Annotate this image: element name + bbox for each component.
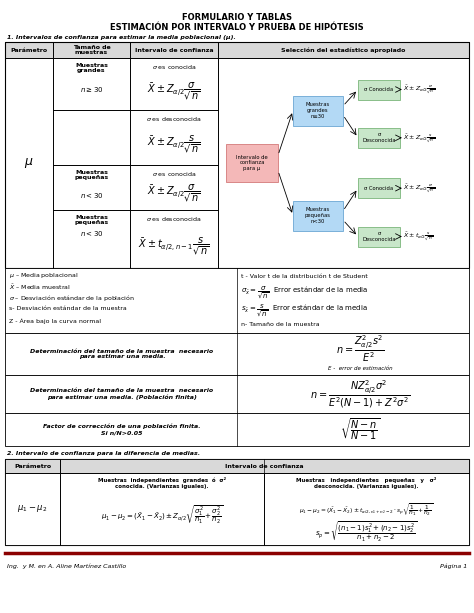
Bar <box>5 268 469 333</box>
Bar <box>53 110 130 165</box>
Bar <box>5 333 469 375</box>
Text: ESTIMACIÓN POR INTERVALO Y PRUEBA DE HIPÓTESIS: ESTIMACIÓN POR INTERVALO Y PRUEBA DE HIP… <box>110 23 364 32</box>
Text: $\bar{X} \pm Z_{\alpha/2}\frac{\sigma}{\sqrt{n}}$: $\bar{X} \pm Z_{\alpha/2}\frac{\sigma}{\… <box>403 83 435 96</box>
Bar <box>130 210 218 268</box>
Bar <box>60 459 469 473</box>
Bar <box>5 413 469 446</box>
Text: Tamaño de
muestras: Tamaño de muestras <box>73 45 110 55</box>
Text: $\mu_1 - \mu_2$: $\mu_1 - \mu_2$ <box>18 503 47 514</box>
Text: Ing.  y M. en A. Aline Martínez Castillo: Ing. y M. en A. Aline Martínez Castillo <box>7 563 126 569</box>
Text: s- Desviación estándar de la muestra: s- Desviación estándar de la muestra <box>9 306 127 311</box>
Text: $\sigma$ es conocida: $\sigma$ es conocida <box>152 170 196 178</box>
Text: $s_{\bar{x}} = \dfrac{s}{\sqrt{n}}$  Error estándar de la media: $s_{\bar{x}} = \dfrac{s}{\sqrt{n}}$ Erro… <box>241 303 368 319</box>
Text: $\bar{X} \pm t_{\alpha/2, n-1} \dfrac{s}{\sqrt{n}}$: $\bar{X} \pm t_{\alpha/2, n-1} \dfrac{s}… <box>138 235 210 257</box>
Bar <box>218 58 469 268</box>
Text: σ
Desconocida: σ Desconocida <box>362 132 396 143</box>
Text: Intervalo de confianza: Intervalo de confianza <box>135 47 213 53</box>
Text: t - Valor t de la distribución t de Student: t - Valor t de la distribución t de Stud… <box>241 273 368 278</box>
Bar <box>130 42 218 58</box>
Bar <box>5 375 469 413</box>
Text: $\mu$ – Media poblacional: $\mu$ – Media poblacional <box>9 272 78 281</box>
Text: $s_p = \sqrt{\dfrac{(n_1-1)s_1^2 + (n_2-1)s_2^2}{n_1+n_2-2}}$: $s_p = \sqrt{\dfrac{(n_1-1)s_1^2 + (n_2-… <box>315 519 418 543</box>
Text: Z - Área bajo la curva normal: Z - Área bajo la curva normal <box>9 318 101 324</box>
Text: Selección del estadístico apropiado: Selección del estadístico apropiado <box>281 47 406 53</box>
Text: Muestras
pequeñas: Muestras pequeñas <box>74 215 109 226</box>
Text: $\mu$: $\mu$ <box>24 156 34 170</box>
Text: σ
Desconocida: σ Desconocida <box>362 231 396 242</box>
Bar <box>226 144 278 182</box>
Text: Página 1: Página 1 <box>440 563 467 569</box>
Text: $\mu_1 - \mu_2 = (\bar{X}_1 - \bar{X}_2) \pm Z_{\alpha/2}\sqrt{\dfrac{\sigma_1^2: $\mu_1 - \mu_2 = (\bar{X}_1 - \bar{X}_2)… <box>100 504 223 526</box>
Text: Muestras   independientes   pequeñas   y   σ²
desconocida. (Varianzas iguales).: Muestras independientes pequeñas y σ² de… <box>296 477 437 489</box>
Text: $\bar{X}$ – Media muestral: $\bar{X}$ – Media muestral <box>9 283 71 292</box>
Text: $\bar{X} \pm Z_{\alpha/2}\frac{\sigma}{\sqrt{n}}$: $\bar{X} \pm Z_{\alpha/2}\frac{\sigma}{\… <box>403 182 435 194</box>
Bar <box>130 165 218 210</box>
Bar <box>5 459 60 473</box>
Text: Determinación del tamaño de la muestra  necesario
para estimar una media.: Determinación del tamaño de la muestra n… <box>30 349 214 359</box>
Bar <box>130 58 218 110</box>
Text: $\sigma_{\bar{x}} = \dfrac{\sigma}{\sqrt{n}}$  Error estándar de la media: $\sigma_{\bar{x}} = \dfrac{\sigma}{\sqrt… <box>241 285 368 301</box>
Text: $\sigma$ es conocida: $\sigma$ es conocida <box>152 63 196 71</box>
Text: $\bar{X} \pm t_{\alpha/2}\frac{s}{\sqrt{n}}$: $\bar{X} \pm t_{\alpha/2}\frac{s}{\sqrt{… <box>403 230 433 242</box>
Text: 1. Intervalos de confianza para estimar la media poblacional (μ).: 1. Intervalos de confianza para estimar … <box>7 34 236 39</box>
Text: n- Tamaño de la muestra: n- Tamaño de la muestra <box>241 322 319 327</box>
Bar <box>218 42 469 58</box>
Bar <box>358 226 400 246</box>
Text: Parámetro: Parámetro <box>10 47 47 53</box>
Text: Muestras  independientes  grandes  ó  σ²
conocida. (Varianzas iguales).: Muestras independientes grandes ó σ² con… <box>98 477 226 489</box>
Text: Intervalo de confianza: Intervalo de confianza <box>225 463 304 468</box>
Bar <box>53 210 130 268</box>
Text: $n = \dfrac{Z_{\alpha/2}^{2} s^{2}}{E^{2}}$: $n = \dfrac{Z_{\alpha/2}^{2} s^{2}}{E^{2… <box>336 334 384 364</box>
Text: $\bar{X} \pm Z_{\alpha/2} \dfrac{s}{\sqrt{n}}$: $\bar{X} \pm Z_{\alpha/2} \dfrac{s}{\sqr… <box>147 133 201 155</box>
Bar <box>130 110 218 165</box>
Bar <box>5 42 53 58</box>
Text: E -  error de estimación: E - error de estimación <box>328 367 392 371</box>
Text: Parámetro: Parámetro <box>14 463 51 468</box>
Bar <box>264 473 469 545</box>
Text: $\sigma$ es desconocida: $\sigma$ es desconocida <box>146 215 202 223</box>
Text: $\sqrt{\dfrac{N-n}{N-1}}$: $\sqrt{\dfrac{N-n}{N-1}}$ <box>340 417 380 443</box>
Text: $\bar{X} \pm Z_{\alpha/2} \dfrac{\sigma}{\sqrt{n}}$: $\bar{X} \pm Z_{\alpha/2} \dfrac{\sigma}… <box>147 182 201 204</box>
Bar <box>293 200 343 230</box>
Text: Muestras
grandes
n≥30: Muestras grandes n≥30 <box>306 102 330 119</box>
Bar <box>53 58 130 110</box>
Text: 2. Intervalo de confianza para la diferencia de medias.: 2. Intervalo de confianza para la difere… <box>7 452 200 457</box>
Text: σ Conocida: σ Conocida <box>365 87 393 92</box>
Text: Intervalo de
confianza
para μ: Intervalo de confianza para μ <box>236 154 268 171</box>
Bar <box>53 165 130 210</box>
Text: σ Conocida: σ Conocida <box>365 186 393 191</box>
Bar <box>5 473 60 545</box>
Text: FORMULARIO Y TABLAS: FORMULARIO Y TABLAS <box>182 13 292 23</box>
Bar <box>358 128 400 148</box>
Text: Factor de corrección de una población finita.
Si n/N>0.05: Factor de corrección de una población fi… <box>43 424 201 435</box>
Bar <box>53 42 130 58</box>
Bar <box>5 42 469 268</box>
Text: $\mu_1 - \mu_2 = (\bar{X}_1 - \bar{X}_2) \pm t_{\alpha/2, n_1+n_2-2} \cdot s_p\s: $\mu_1 - \mu_2 = (\bar{X}_1 - \bar{X}_2)… <box>300 501 434 517</box>
Text: $n = \dfrac{NZ_{\alpha/2}^{2}\sigma^{2}}{E^{2}(N-1)+Z^{2}\sigma^{2}}$: $n = \dfrac{NZ_{\alpha/2}^{2}\sigma^{2}}… <box>310 378 410 409</box>
Text: $\bar{X} \pm Z_{\alpha/2} \dfrac{\sigma}{\sqrt{n}}$: $\bar{X} \pm Z_{\alpha/2} \dfrac{\sigma}… <box>147 80 201 102</box>
Text: Muestras
pequeñas: Muestras pequeñas <box>74 170 109 180</box>
Text: $\sigma$ – Desviación estándar de la población: $\sigma$ – Desviación estándar de la pob… <box>9 293 135 303</box>
Bar <box>5 58 53 268</box>
Text: $\bar{X} \pm Z_{\alpha/2}\frac{s}{\sqrt{n}}$: $\bar{X} \pm Z_{\alpha/2}\frac{s}{\sqrt{… <box>403 132 435 143</box>
Bar <box>358 178 400 198</box>
Bar <box>60 473 264 545</box>
Text: $n \geq 30$: $n \geq 30$ <box>80 85 103 94</box>
Text: $n<30$: $n<30$ <box>80 191 103 199</box>
Text: Determinación del tamaño de la muestra  necesario
para estimar una media. (Pobla: Determinación del tamaño de la muestra n… <box>30 388 214 400</box>
Text: Muestras
grandes: Muestras grandes <box>75 63 108 74</box>
Text: $\sigma$ es desconocida: $\sigma$ es desconocida <box>146 115 202 123</box>
Text: $n<30$: $n<30$ <box>80 229 103 237</box>
Text: Muestras
pequeñas
n<30: Muestras pequeñas n<30 <box>305 207 331 224</box>
Bar <box>5 459 469 545</box>
Bar <box>293 96 343 126</box>
Bar <box>358 80 400 99</box>
